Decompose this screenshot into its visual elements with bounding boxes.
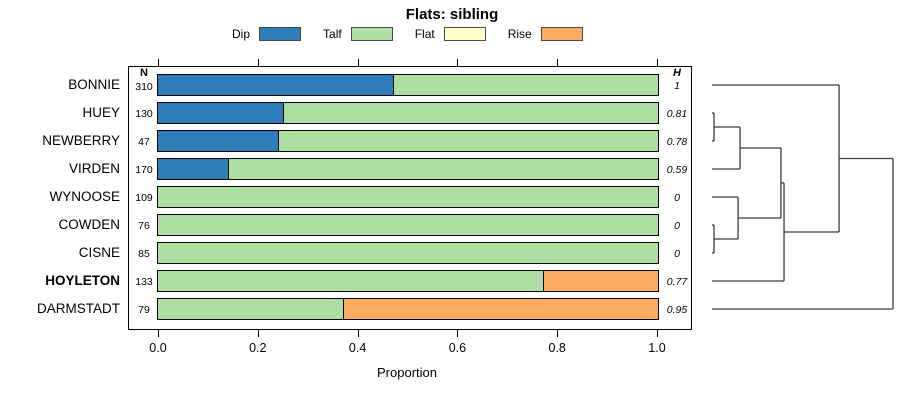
legend-label: Rise (507, 27, 532, 41)
bar-segment-dip (157, 75, 393, 95)
row-label: BONNIE (68, 77, 120, 92)
bar-newberry (156, 130, 659, 152)
h-value: 0 (674, 248, 680, 260)
legend-label: Talf (323, 27, 342, 41)
x-axis-tick-label: 1.0 (648, 341, 666, 355)
row-label: HUEY (82, 105, 120, 120)
bar-huey (156, 102, 659, 124)
bar-segment-talf (227, 159, 658, 179)
bar-segment-talf (157, 299, 343, 319)
bar-segment-talf (277, 131, 658, 151)
bar-virden (156, 158, 659, 180)
h-value: 0.78 (666, 136, 688, 148)
bar-segment-talf (157, 187, 658, 207)
bar-bonnie (156, 74, 659, 96)
x-axis-tick-top (357, 59, 359, 66)
row-label: HOYLETON (45, 273, 120, 288)
n-value: 133 (135, 276, 153, 288)
n-value: 310 (135, 81, 153, 93)
x-axis-tick-bottom (257, 330, 259, 337)
x-axis-tick-top (257, 59, 259, 66)
x-axis-tick-top (557, 59, 559, 66)
row-label: CISNE (78, 245, 120, 260)
bar-segment-talf (157, 271, 543, 291)
plot-box (128, 66, 692, 330)
bar-cisne (156, 242, 659, 264)
bar-hoyleton (156, 270, 659, 292)
row-label: COWDEN (58, 217, 121, 232)
n-value: 109 (135, 192, 153, 204)
legend-label: Dip (232, 27, 251, 41)
bar-segment-dip (157, 131, 278, 151)
row-label: WYNOOSE (49, 189, 120, 204)
h-value: 0 (674, 192, 680, 204)
n-value: 170 (135, 164, 153, 176)
h-value: 0.59 (666, 164, 688, 176)
legend-swatch-talf (350, 27, 393, 41)
h-column-header: H (673, 67, 681, 79)
bar-cowden (156, 214, 659, 236)
legend-item-rise: Rise (508, 27, 583, 41)
bar-segment-rise (542, 271, 658, 291)
n-value: 85 (138, 248, 150, 260)
n-value: 130 (135, 108, 153, 120)
x-axis-tick-bottom (457, 330, 459, 337)
legend-swatch-dip (259, 27, 302, 41)
bar-segment-talf (157, 215, 658, 235)
x-axis-tick-label: 0.6 (448, 341, 467, 355)
h-value: 1 (674, 80, 680, 92)
legend-swatch-flat (443, 27, 486, 41)
row-label: NEWBERRY (42, 133, 120, 148)
x-axis-tick-bottom (357, 330, 359, 337)
h-value: 0.77 (666, 276, 688, 288)
x-axis-tick-bottom (657, 330, 658, 337)
x-axis-tick-label: 0.0 (149, 341, 167, 355)
h-value: 0 (674, 220, 680, 232)
bar-segment-rise (342, 299, 658, 319)
n-column-header: N (140, 67, 148, 79)
x-axis-tick-top (657, 59, 658, 66)
chart-title: Flats: sibling (405, 6, 499, 23)
bar-segment-dip (157, 103, 283, 123)
legend-swatch-rise (540, 27, 583, 41)
legend: Dip Talf Flat Rise (232, 27, 583, 41)
legend-item-flat: Flat (415, 27, 486, 41)
row-label: DARMSTADT (37, 301, 120, 316)
x-axis-label: Proportion (377, 365, 437, 380)
h-value: 0.81 (666, 108, 688, 120)
bar-segment-dip (157, 159, 228, 179)
row-label: VIRDEN (68, 161, 120, 176)
bar-darmstadt (156, 298, 659, 320)
legend-label: Flat (414, 27, 435, 41)
x-axis-tick-label: 0.8 (548, 341, 566, 355)
x-axis-tick-label: 0.4 (348, 341, 367, 355)
legend-item-talf: Talf (323, 27, 393, 41)
x-axis-tick-bottom (158, 330, 159, 337)
bar-segment-talf (157, 243, 658, 263)
bar-segment-talf (282, 103, 658, 123)
h-value: 0.95 (666, 304, 688, 316)
n-value: 47 (138, 136, 150, 148)
bar-segment-talf (392, 75, 658, 95)
legend-item-dip: Dip (232, 27, 302, 41)
n-value: 79 (138, 304, 150, 316)
n-value: 76 (138, 220, 150, 232)
bar-wynoose (156, 186, 659, 208)
x-axis-tick-bottom (557, 330, 559, 337)
x-axis-tick-top (158, 59, 159, 66)
x-axis-tick-top (457, 59, 459, 66)
x-axis-tick-label: 0.2 (249, 341, 267, 355)
